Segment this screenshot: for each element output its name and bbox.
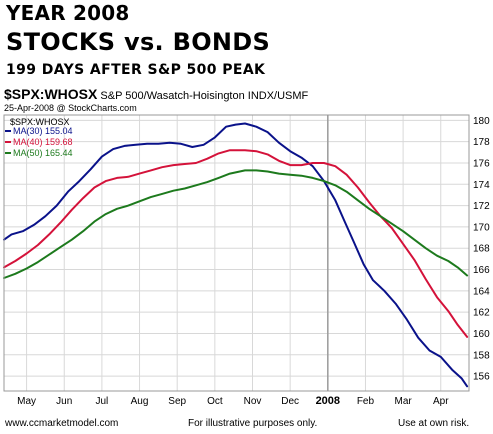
legend-entry: MA(40) 159.68 [13,137,73,147]
x-tick-label: 2008 [316,395,340,407]
y-tick-label: 162 [473,308,490,319]
legend-title: $SPX:WHOSX [10,117,70,127]
y-tick-label: 168 [473,244,490,255]
legend-entry: MA(30) 155.04 [13,126,73,136]
plot-border [3,114,470,392]
y-axis-ticks: 156 158 160 162 164 166 168 170 172 174 176 178 180 [473,116,490,383]
y-tick-label: 172 [473,201,490,212]
y-tick-label: 178 [473,137,490,148]
series-lines [3,122,469,388]
y-tick-label: 156 [473,372,490,383]
y-tick-label: 158 [473,350,490,361]
footer-disclaimer: For illustrative purposes only. [188,418,318,429]
x-tick-label: Apr [433,396,449,407]
series-line-ma50 [3,169,469,279]
x-tick-label: May [17,396,36,407]
footer-website: www.ccmarketmodel.com [5,418,119,429]
header-line-title: STOCKS vs. BONDS [6,28,271,56]
ticker-symbol: $SPX:WHOSX [4,86,98,102]
y-tick-label: 160 [473,329,490,340]
y-tick-label: 170 [473,222,490,233]
ticker-description: S&P 500/Wasatch-Hoisington INDX/USMF [100,90,309,102]
x-tick-label: Sep [168,396,186,407]
symbol-line: $SPX:WHOSX S&P 500/Wasatch-Hoisington IN… [4,86,308,102]
y-tick-label: 166 [473,265,490,276]
footer-risk-note: Use at own risk. [398,418,470,429]
x-tick-label: Mar [394,396,412,407]
y-tick-label: 164 [473,286,490,297]
x-tick-label: Dec [281,396,299,407]
x-axis-ticks: May Jun Jul Aug Sep Oct Nov Dec 2008 Feb Mar Apr [17,395,449,407]
x-tick-label: Nov [244,396,262,407]
y-tick-label: 174 [473,180,490,191]
plot-frame [4,115,469,391]
x-tick-label: Oct [207,396,223,407]
series-line-ma40 [3,149,469,338]
y-tick-label: 176 [473,158,490,169]
x-tick-label: Feb [357,396,375,407]
x-tick-label: Jun [56,396,72,407]
ratio-chart: 156158160162164166168170172174176178180 … [3,114,490,407]
x-tick-label: Aug [131,396,149,407]
legend-entry: MA(50) 165.44 [13,148,73,158]
header-line-year: YEAR 2008 [6,1,130,25]
series-line-ma30 [3,122,469,388]
header-line-subtitle: 199 DAYS AFTER S&P 500 PEAK [6,62,266,78]
y-tick-label: 180 [473,116,490,127]
x-tick-label: Jul [95,396,108,407]
chart-date-source: 25-Apr-2008 @ StockCharts.com [4,103,137,113]
